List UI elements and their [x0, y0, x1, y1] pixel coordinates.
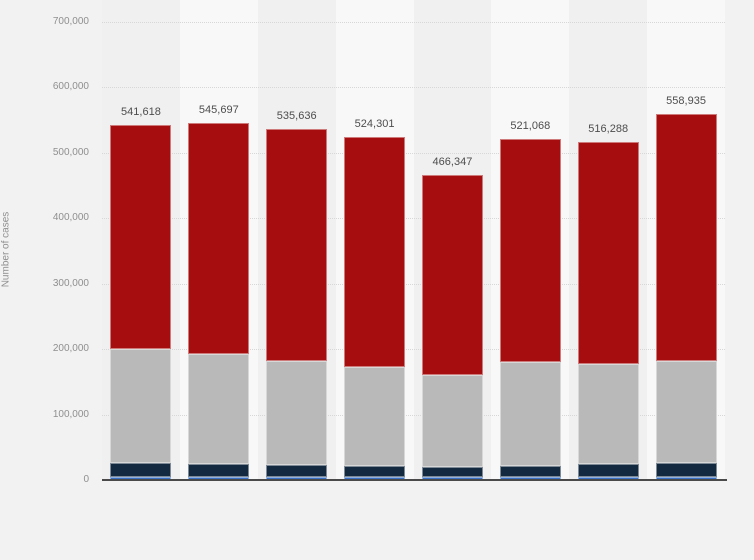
segment-red[interactable] — [577, 141, 639, 365]
bar-total-label: 516,288 — [588, 122, 629, 135]
segment-navy[interactable] — [421, 466, 483, 477]
gridline — [102, 218, 725, 219]
segment-gray[interactable] — [499, 362, 561, 467]
segment-red[interactable] — [499, 138, 561, 363]
y-tick-label: 100,000 — [52, 408, 89, 420]
segment-gray[interactable] — [577, 364, 639, 465]
stacked-bar[interactable] — [421, 174, 483, 480]
gridline — [102, 283, 725, 285]
gridline — [102, 152, 725, 154]
gridline — [102, 349, 725, 350]
segment-gray[interactable] — [421, 375, 483, 467]
y-tick-label: 500,000 — [52, 146, 89, 158]
bar-total-label: 535,636 — [276, 110, 317, 123]
stacked-bar[interactable] — [266, 129, 328, 480]
x-axis-line — [102, 479, 727, 481]
stacked-bar[interactable] — [499, 138, 561, 480]
segment-navy[interactable] — [266, 464, 328, 477]
bar-total-label: 466,347 — [432, 155, 473, 168]
segment-red[interactable] — [266, 129, 328, 362]
segment-red[interactable] — [344, 136, 406, 367]
bar-total-label: 524,301 — [354, 117, 395, 130]
segment-gray[interactable] — [266, 361, 328, 465]
segment-navy[interactable] — [344, 466, 406, 477]
segment-red[interactable] — [421, 174, 483, 376]
segment-navy[interactable] — [188, 464, 250, 477]
y-tick-label: 700,000 — [52, 15, 89, 27]
gridline — [102, 21, 725, 23]
segment-gray[interactable] — [188, 354, 250, 465]
segment-red[interactable] — [655, 113, 717, 361]
bar-total-label: 558,935 — [666, 94, 706, 107]
segment-gray[interactable] — [344, 366, 406, 467]
y-axis-title: Number of cases — [0, 211, 12, 288]
y-tick-label: 200,000 — [52, 343, 89, 354]
segment-red[interactable] — [188, 122, 250, 355]
segment-gray[interactable] — [655, 360, 717, 463]
segment-navy[interactable] — [499, 466, 561, 477]
bar-total-label: 521,068 — [510, 119, 551, 132]
segment-navy[interactable] — [577, 464, 639, 477]
y-tick-label: 0 — [83, 474, 89, 485]
segment-navy[interactable] — [655, 462, 717, 477]
bar-total-label: 541,618 — [121, 106, 161, 119]
stacked-bar[interactable] — [110, 125, 172, 480]
gridline — [102, 87, 725, 88]
segment-navy[interactable] — [110, 462, 172, 477]
bar-total-label: 545,697 — [198, 103, 239, 116]
segment-red[interactable] — [110, 125, 172, 349]
y-tick-label: 300,000 — [52, 277, 89, 289]
segment-gray[interactable] — [110, 349, 172, 463]
stacked-bar[interactable] — [344, 136, 406, 480]
y-tick-label: 400,000 — [52, 212, 89, 223]
stacked-bar[interactable] — [655, 113, 717, 480]
stacked-bar[interactable] — [188, 122, 250, 480]
stacked-bar[interactable] — [577, 141, 639, 480]
gridline — [102, 414, 725, 416]
y-tick-label: 600,000 — [52, 81, 89, 92]
